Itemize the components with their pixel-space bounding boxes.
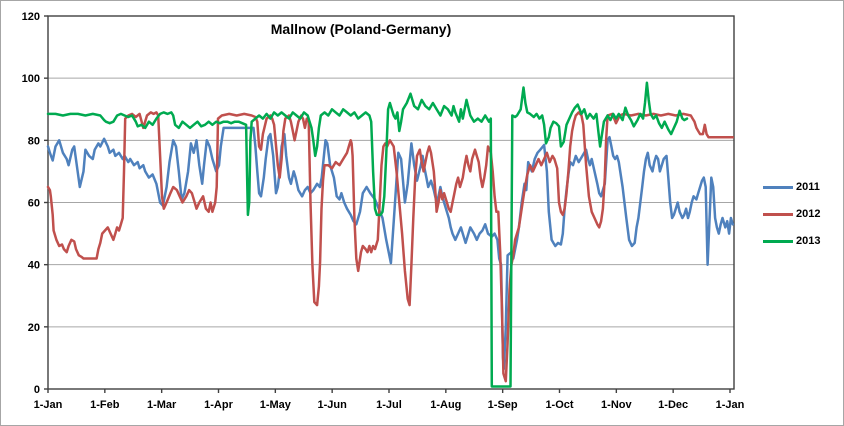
x-axis-label-1-Jul: 1-Jul — [376, 399, 402, 411]
x-axis-label-1-Mar: 1-Mar — [147, 399, 177, 411]
x-axis-label-1-Aug: 1-Aug — [430, 399, 461, 411]
x-axis-label-1-May: 1-May — [260, 399, 292, 411]
x-axis-label-1-Nov: 1-Nov — [601, 399, 632, 411]
series-2011-line — [46, 126, 735, 371]
y-axis-label-40: 40 — [28, 260, 40, 272]
x-axis-label-1-Jan: 1-Jan — [34, 399, 63, 411]
x-axis-label-1-Dec: 1-Dec — [658, 399, 688, 411]
x-axis-label-1-Oct: 1-Oct — [545, 399, 573, 411]
x-axis-label-1-Sep: 1-Sep — [488, 399, 518, 411]
legend-item-2013: 2013 — [763, 231, 820, 251]
legend-line-2011-icon — [763, 185, 793, 189]
x-axis-label-1-Jun: 1-Jun — [317, 399, 347, 411]
legend-label-2011: 2011 — [796, 181, 820, 193]
y-axis-label-80: 80 — [28, 135, 40, 147]
y-axis-label-60: 60 — [28, 198, 40, 210]
legend-item-2011: 2011 — [763, 177, 820, 197]
y-axis-label-20: 20 — [28, 322, 40, 334]
x-axis-label-1-Apr: 1-Apr — [204, 399, 233, 411]
x-axis-label-1-Jan: 1-Jan — [716, 399, 745, 411]
legend-line-2013-icon — [763, 239, 793, 243]
chart-title: Mallnow (Poland-Germany) — [270, 21, 452, 37]
x-axis-label-1-Feb: 1-Feb — [90, 399, 120, 411]
legend-line-2012-icon — [763, 212, 793, 216]
legend-label-2013: 2013 — [796, 235, 821, 247]
y-axis-label-120: 120 — [22, 11, 40, 23]
legend: 2011 2012 2013 — [763, 177, 820, 258]
legend-label-2012: 2012 — [796, 208, 821, 220]
y-axis-label-100: 100 — [22, 73, 40, 85]
y-axis-label-0: 0 — [34, 384, 40, 396]
series-2013-line — [46, 81, 689, 388]
series-2012-line — [46, 111, 735, 383]
legend-item-2012: 2012 — [763, 204, 820, 224]
